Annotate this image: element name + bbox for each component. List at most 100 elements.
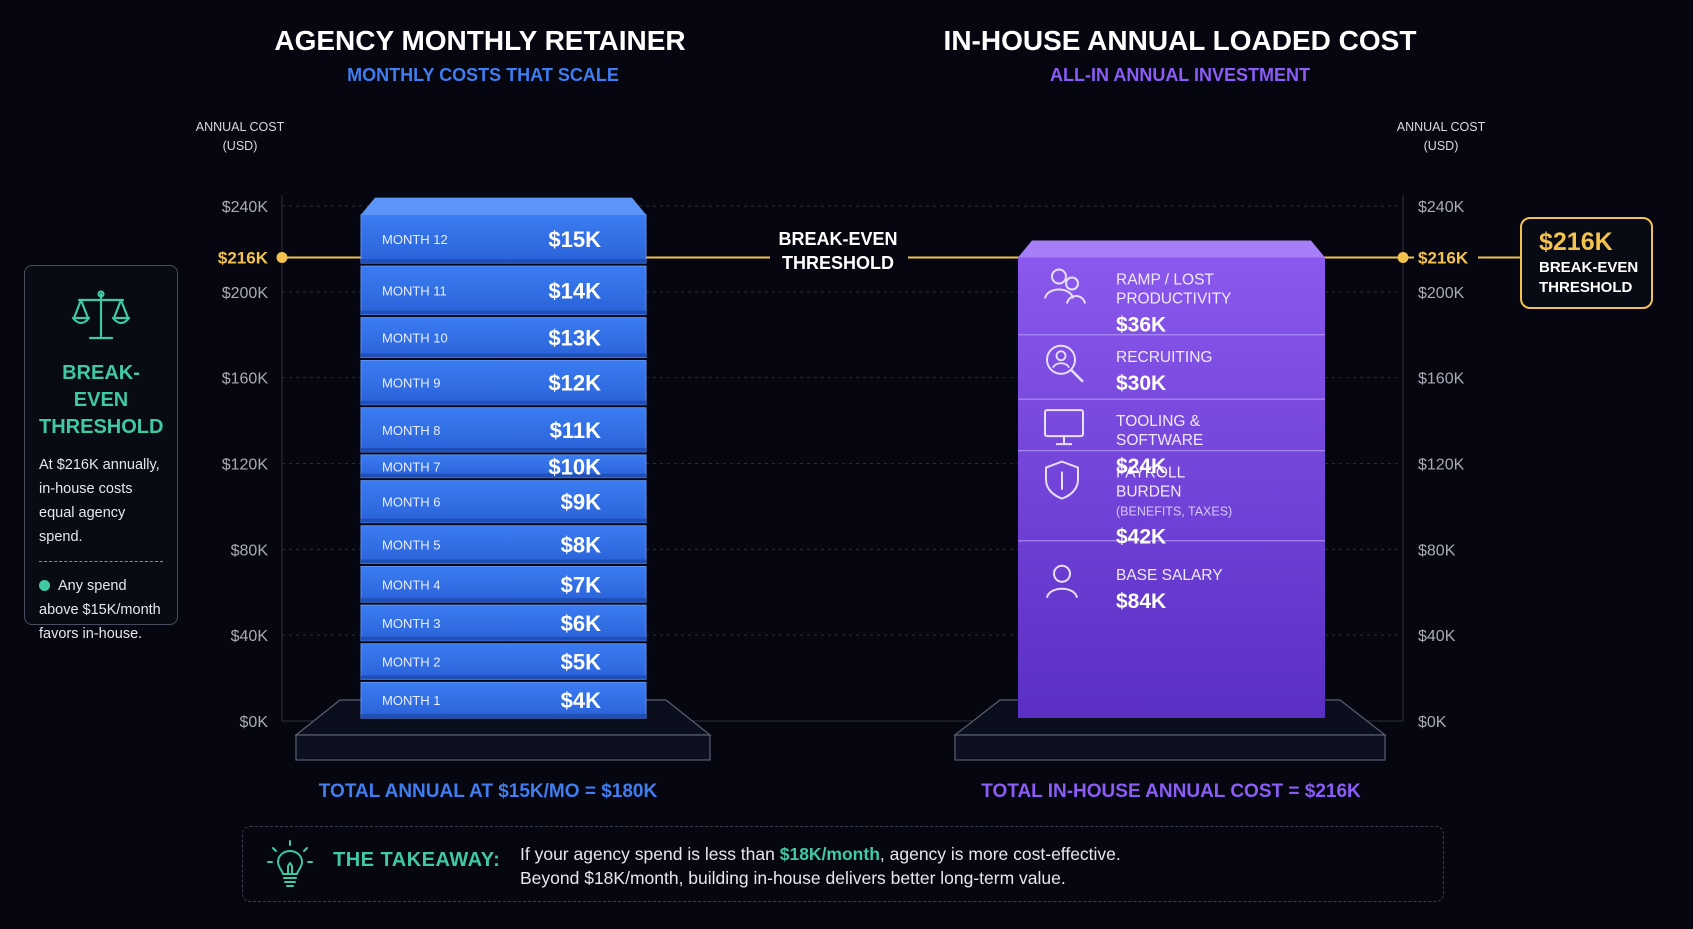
agency-month-bar xyxy=(360,525,647,565)
inhouse-segment-label: TOOLING & xyxy=(1116,413,1201,430)
right-axis-title-line1: ANNUAL COST xyxy=(1397,120,1486,134)
inhouse-segment-label: RECRUITING xyxy=(1116,349,1212,366)
right-y-tick-label: $40K xyxy=(1418,628,1456,645)
inhouse-segment: BASE SALARY $84K xyxy=(1018,540,1325,613)
info-card-title-line2: THRESHOLD xyxy=(39,416,164,438)
threshold-badge-line1: BREAK-EVEN xyxy=(1539,259,1639,276)
right-panel-subtitle: ALL-IN ANNUAL INVESTMENT xyxy=(1050,65,1310,85)
left-y-tick-label: $240K xyxy=(222,199,269,216)
inhouse-segment: TOOLING & SOFTWARE $24K xyxy=(1018,398,1325,478)
agency-month-value: $15K xyxy=(548,227,601,252)
left-threshold-label: $216K xyxy=(218,249,269,268)
inhouse-segment-label: BASE SALARY xyxy=(1116,567,1223,584)
agency-month-value: $6K xyxy=(561,611,601,636)
agency-month-label: MONTH 4 xyxy=(382,577,441,592)
agency-month-segment: MONTH 2 $5K xyxy=(360,643,647,680)
threshold-badge-line2: THRESHOLD xyxy=(1539,279,1633,296)
left-y-tick-label: $0K xyxy=(240,714,269,731)
agency-month-bar xyxy=(360,480,647,524)
right-panel-title: IN-HOUSE ANNUAL LOADED COST xyxy=(944,25,1417,56)
right-total-label: TOTAL IN-HOUSE ANNUAL COST = $216K xyxy=(981,781,1361,802)
takeaway-box: THE TAKEAWAY: If your agency spend is le… xyxy=(242,826,1444,902)
shield-icon xyxy=(1045,460,1079,500)
agency-month-value: $7K xyxy=(561,572,601,597)
agency-month-label: MONTH 12 xyxy=(382,232,448,247)
agency-month-label: MONTH 6 xyxy=(382,495,441,510)
agency-month-segment: MONTH 9 $12K xyxy=(360,360,647,406)
inhouse-segment: RAMP / LOST PRODUCTIVITY $36K xyxy=(1044,268,1231,337)
agency-month-value: $4K xyxy=(561,688,601,713)
break-even-info-card: BREAK-EVEN THRESHOLD At $216K annually, … xyxy=(24,265,178,642)
inhouse-segment-label: RAMP / LOST xyxy=(1116,272,1214,289)
inhouse-segment-value: $24K xyxy=(1116,455,1166,478)
agency-month-segment: MONTH 7 $10K xyxy=(360,454,647,479)
left-panel-title: AGENCY MONTHLY RETAINER xyxy=(274,25,685,56)
left-y-tick-label: $160K xyxy=(222,371,269,388)
threshold-badge-value: $216K xyxy=(1539,228,1613,256)
left-axis-title-line1: ANNUAL COST xyxy=(196,120,285,134)
inhouse-segment-value: $36K xyxy=(1116,314,1166,337)
takeaway-line1-suffix: , agency is more cost-effective. xyxy=(879,844,1121,864)
inhouse-segment-value: $42K xyxy=(1116,526,1166,549)
agency-month-segment: MONTH 6 $9K xyxy=(360,480,647,524)
threshold-center-label-line2: THRESHOLD xyxy=(782,253,894,273)
info-card-title-line1: BREAK-EVEN xyxy=(62,362,140,411)
takeaway-line2: Beyond $18K/month, building in-house del… xyxy=(520,868,1066,888)
inhouse-segment-label: PRODUCTIVITY xyxy=(1116,291,1231,308)
agency-month-value: $14K xyxy=(548,278,601,303)
info-card-note-row: Any spend above $15K/month favors in-hou… xyxy=(39,574,163,646)
team-icon xyxy=(1044,268,1086,304)
inhouse-segment-value: $84K xyxy=(1116,590,1166,613)
takeaway-text: If your agency spend is less than $18K/m… xyxy=(520,842,1121,890)
agency-month-segment: MONTH 10 $13K xyxy=(360,317,647,359)
agency-month-label: MONTH 9 xyxy=(382,376,441,391)
left-y-tick-label: $200K xyxy=(222,285,269,302)
agency-month-segment: MONTH 5 $8K xyxy=(360,525,647,565)
right-y-tick-label: $80K xyxy=(1418,542,1456,559)
agency-month-value: $13K xyxy=(548,326,601,351)
left-total-label: TOTAL ANNUAL AT $15K/MO = $180K xyxy=(319,781,658,802)
agency-month-segment: MONTH 1 $4K xyxy=(360,681,647,719)
agency-month-bar xyxy=(360,566,647,603)
agency-month-value: $5K xyxy=(561,650,601,675)
search-person-icon xyxy=(1046,344,1084,383)
inhouse-segment-sublabel: (BENEFITS, TAXES) xyxy=(1116,505,1232,519)
lightbulb-icon xyxy=(267,840,313,887)
inhouse-segment-value: $30K xyxy=(1116,372,1166,395)
agency-month-bar xyxy=(360,604,647,642)
agency-month-value: $12K xyxy=(548,371,601,396)
agency-month-value: $11K xyxy=(550,418,601,443)
right-y-tick-label: $0K xyxy=(1418,714,1447,731)
agency-month-segment: MONTH 3 $6K xyxy=(360,604,647,642)
agency-month-value: $8K xyxy=(561,533,601,558)
agency-month-bar xyxy=(360,407,647,453)
threshold-badge: $216K BREAK-EVEN THRESHOLD xyxy=(1520,217,1653,309)
agency-month-label: MONTH 5 xyxy=(382,538,441,553)
right-y-tick-label: $120K xyxy=(1418,457,1465,474)
left-y-tick-label: $40K xyxy=(231,628,269,645)
right-y-tick-label: $200K xyxy=(1418,285,1465,302)
agency-month-label: MONTH 2 xyxy=(382,655,441,670)
inhouse-segment: PAYROLL BURDEN (BENEFITS, TAXES) $42K xyxy=(1018,450,1325,549)
threshold-center-label-line1: BREAK-EVEN xyxy=(778,229,897,249)
threshold-dot-left xyxy=(276,252,288,263)
agency-month-label: MONTH 10 xyxy=(382,331,448,346)
left-y-tick-label: $120K xyxy=(222,457,269,474)
takeaway-highlight: $18K/month xyxy=(779,844,880,864)
right-y-tick-label: $160K xyxy=(1418,371,1465,388)
takeaway-label: THE TAKEAWAY: xyxy=(333,849,501,871)
agency-month-label: MONTH 1 xyxy=(382,693,441,708)
inhouse-segment-bar xyxy=(1018,335,1325,399)
info-card-body: At $216K annually, in-house costs equal … xyxy=(39,457,160,545)
right-y-tick-label: $240K xyxy=(1418,199,1465,216)
agency-month-label: MONTH 11 xyxy=(382,283,447,298)
inhouse-segment-label: PAYROLL xyxy=(1116,465,1186,482)
inhouse-bar-top xyxy=(1018,240,1325,258)
teal-dot-icon xyxy=(39,580,50,591)
takeaway-line1-prefix: If your agency spend is less than xyxy=(520,844,780,864)
left-y-tick-label: $80K xyxy=(231,542,269,559)
agency-month-value: $9K xyxy=(561,490,601,515)
agency-month-segment: MONTH 8 $11K xyxy=(360,407,647,453)
right-axis-title-line2: (USD) xyxy=(1424,139,1459,153)
